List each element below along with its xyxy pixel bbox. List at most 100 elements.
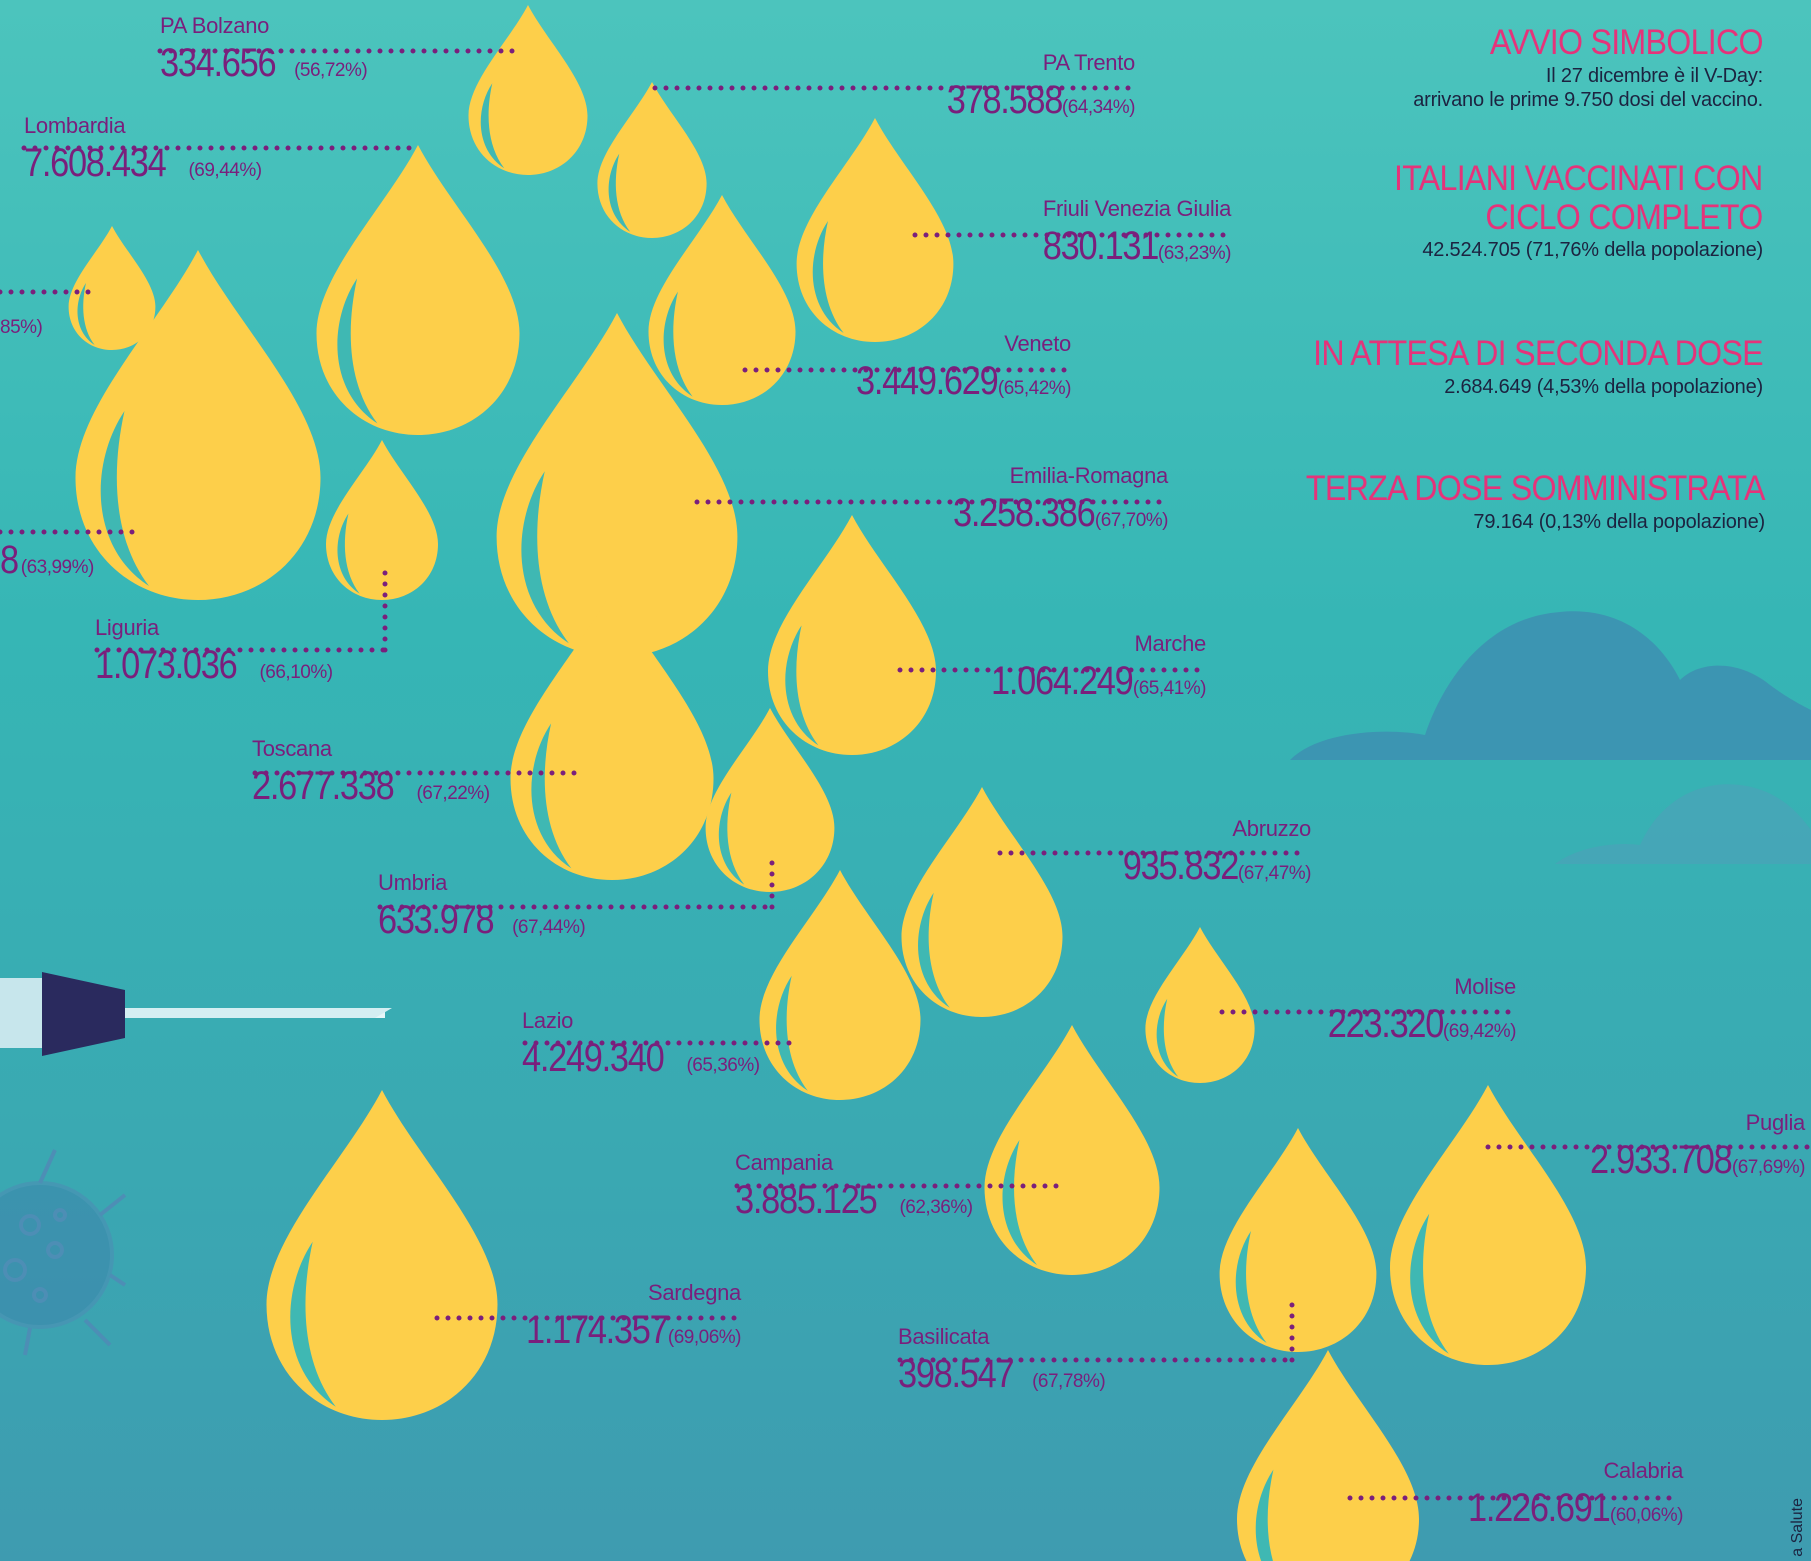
region-percent: (62,36%) [899,1197,973,1218]
region-percent: (56,72%) [294,60,368,81]
info-heading: CICLO COMPLETO [1485,197,1764,237]
region-label-abruzzo: Abruzzo 935.832(67,47%) [1104,816,1312,888]
info-terza: TERZA DOSE SOMMINISTRATA 79.164 (0,13% d… [1266,469,1766,533]
info-heading: IN ATTESA DI SECONDA DOSE [1313,334,1764,373]
region-name: Veneto [1004,331,1071,356]
region-name: Toscana [252,736,332,761]
region-label-toscana: Toscana 2.677.338 (67,22%) [252,736,490,808]
region-percent: (67,22%) [416,783,490,804]
region-percent: (67,47%) [1237,863,1312,884]
info-text: Il 27 dicembre è il V-Day: [1545,64,1763,87]
cloud-small-icon [1555,784,1811,864]
virus-icon [0,1149,127,1356]
drop-molise [1145,927,1255,1083]
region-name: Calabria [1603,1458,1683,1483]
region-value: 1.064.249 [991,659,1134,703]
region-value: 4.249.340 [522,1036,665,1080]
info-text: 2.684.649 (4,53% della popolazione) [1444,375,1763,398]
region-percent: (67,69%) [1731,1157,1806,1178]
region-label-marche: Marche 1.064.249(65,41%) [968,631,1206,703]
region-name: Abruzzo [1232,816,1311,841]
drop-abruzzo [901,787,1063,1017]
region-name: Emilia-Romagna [1009,463,1169,488]
region-value: 1.174.357 [526,1308,669,1352]
region-label-trento: PA Trento 378.588(64,34%) [928,50,1136,122]
region-label-lombardia: Lombardia 7.608.434 (69,44%) [24,113,262,185]
region-name: Lazio [522,1008,574,1033]
region-name: Campania [735,1150,833,1175]
syringe-icon [0,972,392,1056]
region-percent: (63,99%) [20,557,95,578]
info-heading: AVVIO SIMBOLICO [1490,23,1764,62]
region-percent: (60,06%) [1609,1505,1684,1526]
region-percent: (69,44%) [188,160,262,181]
region-value: 3.258.386 [953,491,1096,535]
region-label-campania: Campania 3.885.125 (62,36%) [735,1150,973,1221]
region-label-umbria: Umbria 633.978 (67,44%) [378,870,586,941]
region-value: 378.588 [946,78,1064,122]
region-name: Molise [1454,974,1516,999]
cloud-large-icon [1290,611,1811,760]
info-text: arrivano le prime 9.750 dosi del vaccino… [1413,88,1763,111]
region-percent: (63,23%) [1157,243,1232,264]
region-percent: (65,42%) [997,378,1072,399]
region-name: Umbria [378,870,448,895]
region-value: 1.226.691 [1468,1486,1611,1530]
region-label-piemonte: 8 (63,99%) [0,540,94,580]
region-name: Sardegna [647,1280,741,1305]
region-name: Lombardia [24,113,126,138]
drop-bolzano [468,4,588,175]
region-label-bolzano: PA Bolzano 334.656 (56,72%) [160,13,368,85]
region-label-friuli: Friuli Venezia Giulia 830.131(63,23%) [1024,196,1232,268]
drop-valdaosta [68,226,156,350]
region-value: 398.547 [898,1352,1015,1396]
drop-lombardia [316,145,520,435]
drop-marche [768,515,936,755]
info-avvio: AVVIO SIMBOLICO Il 27 dicembre è il V-Da… [1413,23,1764,111]
region-label-valdaosta: 85%) [0,317,43,338]
region-value: 7.608.434 [24,141,167,185]
drop-basilicata [1219,1128,1377,1352]
region-value: 3.449.629 [856,359,999,403]
region-name: Marche [1134,631,1206,656]
drop-puglia [1390,1085,1586,1365]
region-percent: (69,42%) [1442,1021,1517,1042]
region-label-calabria: Calabria 1.226.691(60,06%) [1445,1458,1684,1530]
info-text: 79.164 (0,13% della popolazione) [1473,510,1765,533]
drop-sardegna [266,1090,498,1420]
region-value: 1.073.036 [95,643,238,687]
info-attesa: IN ATTESA DI SECONDA DOSE 2.684.649 (4,5… [1274,334,1764,398]
drop-campania [984,1025,1160,1275]
region-label-lazio: Lazio 4.249.340 (65,36%) [522,1008,760,1080]
drop-liguria [326,440,438,600]
region-value: 830.131 [1042,224,1160,268]
drop-trento [597,82,707,238]
region-label-veneto: Veneto 3.449.629(65,42%) [833,331,1072,403]
region-percent: (67,78%) [1032,1371,1106,1392]
region-value: 935.832 [1122,844,1240,888]
region-name: Friuli Venezia Giulia [1042,196,1231,221]
region-name: PA Trento [1042,50,1136,75]
region-percent: (67,44%) [512,917,586,938]
connectors-group [0,48,1811,1501]
region-label-sardegna: Sardegna 1.174.357(69,06%) [503,1280,741,1352]
region-name: PA Bolzano [160,13,270,38]
region-percent: (65,36%) [686,1055,760,1076]
region-value: 2.677.338 [252,764,395,808]
region-value: 8 [0,538,19,582]
drop-friuli [796,118,954,342]
region-value: 334.656 [160,41,277,85]
drop-calabria [1237,1350,1419,1561]
region-label-molise: Molise 223.320(69,42%) [1309,974,1517,1046]
region-label-emilia: Emilia-Romagna 3.258.386(67,70%) [930,463,1169,535]
region-percent: (67,70%) [1094,510,1169,531]
region-percent: (64,34%) [1061,97,1136,118]
region-value: 223.320 [1327,1002,1445,1046]
info-text: 42.524.705 (71,76% della popolazione) [1422,239,1763,261]
info-vaccinati: ITALIANI VACCINATI CON CICLO COMPLETO 42… [1362,159,1764,261]
region-label-puglia: Puglia 2.933.708(67,69%) [1567,1112,1806,1181]
region-percent: 85%) [0,317,43,338]
info-heading: TERZA DOSE SOMMINISTRATA [1306,469,1766,508]
